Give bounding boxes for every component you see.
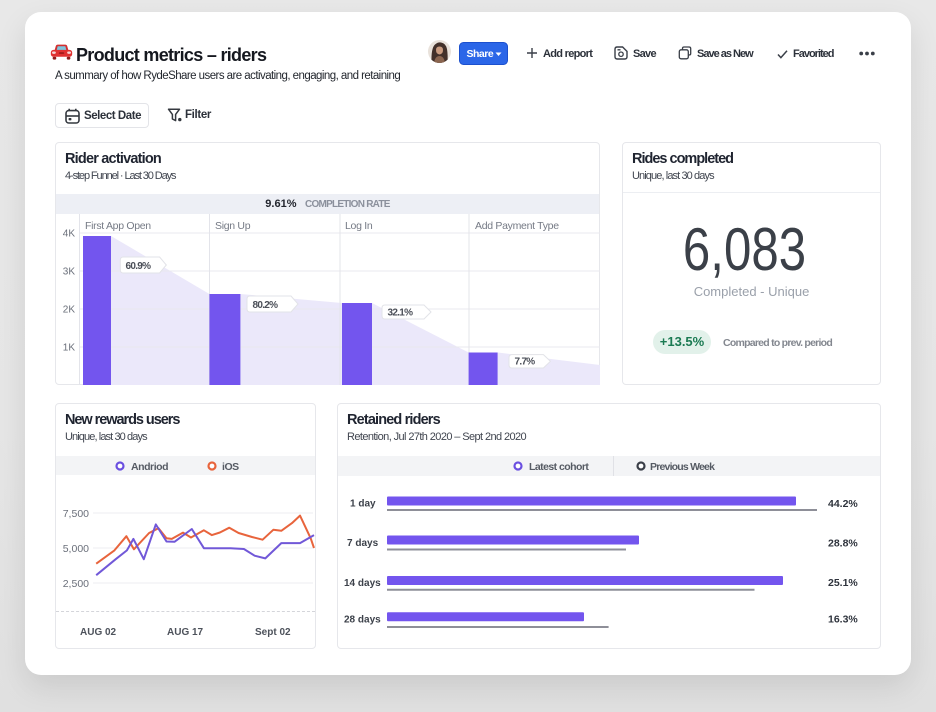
svg-text:2,500: 2,500 bbox=[63, 578, 89, 590]
svg-text:3K: 3K bbox=[63, 267, 76, 278]
svg-text:28.8%: 28.8% bbox=[828, 538, 858, 550]
svg-text:1 day: 1 day bbox=[350, 499, 376, 510]
svg-text:5,000: 5,000 bbox=[63, 543, 89, 555]
svg-text:Sign Up: Sign Up bbox=[215, 220, 251, 232]
svg-text:25.1%: 25.1% bbox=[828, 577, 858, 589]
svg-text:44.2%: 44.2% bbox=[828, 498, 858, 510]
svg-text:28 days: 28 days bbox=[344, 615, 381, 626]
svg-text:7.7%: 7.7% bbox=[515, 357, 536, 368]
svg-text:4K: 4K bbox=[63, 229, 76, 240]
svg-text:16.3%: 16.3% bbox=[828, 614, 858, 626]
svg-text:Log In: Log In bbox=[345, 220, 373, 232]
svg-text:7,500: 7,500 bbox=[63, 508, 89, 520]
svg-text:First App Open: First App Open bbox=[85, 220, 151, 232]
svg-text:Add Payment Type: Add Payment Type bbox=[475, 220, 559, 232]
svg-text:32.1%: 32.1% bbox=[388, 308, 414, 319]
svg-text:2K: 2K bbox=[63, 305, 76, 316]
svg-text:1K: 1K bbox=[63, 343, 76, 354]
svg-text:80.2%: 80.2% bbox=[253, 300, 279, 311]
svg-text:7 days: 7 days bbox=[347, 538, 379, 549]
svg-text:14 days: 14 days bbox=[344, 578, 381, 589]
svg-text:60.9%: 60.9% bbox=[126, 261, 152, 272]
